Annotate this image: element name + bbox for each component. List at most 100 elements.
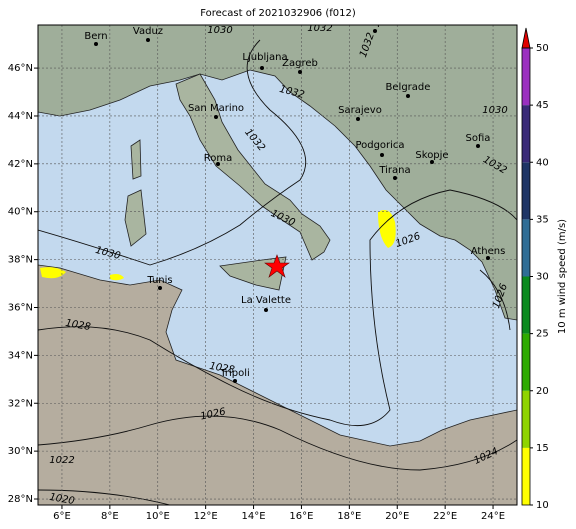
isobar-label: 1030	[207, 25, 232, 36]
y-tick-label: 36°N	[8, 302, 33, 313]
city-label: Belgrade	[386, 82, 431, 93]
colorbar-tick-label: 40	[536, 157, 549, 168]
city-dot	[158, 286, 162, 290]
colorbar-segment	[522, 48, 530, 106]
y-tick-label: 42°N	[8, 159, 33, 170]
y-tick-label: 44°N	[8, 111, 33, 122]
city-dot	[406, 94, 410, 98]
colorbar-tick-label: 25	[536, 329, 549, 340]
colorbar-segment	[522, 447, 530, 505]
colorbar-tick-label: 10	[536, 500, 549, 511]
city-dot	[356, 117, 360, 121]
x-tick-label: 18°E	[337, 511, 361, 522]
city-label: Sarajevo	[338, 105, 382, 116]
isobar-label: 1028	[208, 361, 235, 376]
city-label: Ljubljana	[242, 52, 287, 63]
wind-patch	[40, 267, 66, 279]
city-dot	[476, 144, 480, 148]
x-tick-label: 12°E	[194, 511, 218, 522]
city-label: Roma	[204, 153, 233, 164]
wind-patch	[110, 274, 124, 281]
city-label: Tripoli	[219, 368, 250, 379]
city-dot	[373, 29, 377, 33]
map-frame	[37, 24, 518, 506]
city-dot	[233, 379, 237, 383]
city-label: Podgorica	[355, 140, 404, 151]
colorbar-segment	[522, 219, 530, 277]
event-star	[264, 254, 290, 278]
x-tick-label: 22°E	[433, 511, 457, 522]
x-tick-label: 20°E	[385, 511, 409, 522]
colorbar-extend	[521, 27, 531, 49]
colorbar-tick-label: 20	[536, 386, 549, 397]
isobar	[38, 189, 517, 427]
city-dot	[298, 70, 302, 74]
isobar-label: 1022	[49, 455, 74, 466]
isobar-label: 1020	[48, 492, 75, 507]
colorbar-tick-label: 45	[536, 100, 549, 111]
city-dot	[216, 162, 220, 166]
city-dot	[146, 38, 150, 42]
city-label: Budapest	[351, 17, 398, 28]
city-dot	[486, 256, 490, 260]
city-label: Athens	[471, 246, 506, 257]
colorbar-segment	[522, 333, 530, 391]
colorbar-label: 10 m wind speed (m/s)	[557, 219, 568, 334]
city-label: Skopje	[415, 150, 448, 161]
city-dot	[94, 42, 98, 46]
isobar-label: 1028	[64, 318, 91, 333]
isobar-label: 1032	[307, 23, 332, 34]
y-tick-label: 28°N	[8, 494, 33, 505]
y-tick-label: 30°N	[8, 446, 33, 457]
city-label: San Marino	[188, 103, 244, 114]
city-dot	[264, 308, 268, 312]
colorbar-tick-label: 30	[536, 272, 549, 283]
isobar	[479, 269, 511, 331]
city-dot	[393, 176, 397, 180]
colorbar-tick-label: 35	[536, 214, 549, 225]
city-label: Bern	[84, 31, 107, 42]
isobar	[38, 415, 517, 471]
city-dot	[214, 115, 218, 119]
colorbar-segment	[522, 390, 530, 448]
colorbar-tick-label: 50	[536, 43, 549, 54]
colorbar-tick-label: 15	[536, 443, 549, 454]
sardinia	[124, 189, 147, 247]
isobar	[38, 39, 307, 266]
isobar	[38, 489, 171, 505]
map-area: 1030 103210321032103210301030103010261032…	[38, 17, 517, 507]
y-tick-label: 40°N	[8, 207, 33, 218]
colorbar-segment	[522, 276, 530, 334]
grid	[38, 25, 517, 505]
x-tick-label: 6°E	[53, 511, 71, 522]
y-tick-label: 34°N	[8, 350, 33, 361]
isobar-label: 1026	[200, 406, 227, 422]
city-dot	[260, 66, 264, 70]
colorbar-segment	[522, 162, 530, 220]
x-tick-label: 14°E	[242, 511, 266, 522]
y-tick-label: 46°N	[8, 63, 33, 74]
city-label: Sofia	[466, 133, 491, 144]
city-label: Zagreb	[282, 58, 318, 69]
axes: 6°E 8°E 10°E 12°E 14°E 16°E 18°E 20°E 22°E 24°E 28…	[8, 63, 505, 522]
title: Forecast of 2021032906 (f012)	[200, 8, 356, 19]
y-tick-label: 32°N	[8, 398, 33, 409]
isobar-label: 1030	[482, 105, 507, 116]
city-label: Vaduz	[133, 26, 163, 37]
colorbar-segment	[522, 105, 530, 163]
x-tick-label: 24°E	[481, 511, 505, 522]
x-tick-label: 16°E	[289, 511, 313, 522]
x-tick-label: 10°E	[146, 511, 170, 522]
italy	[175, 73, 331, 261]
city-label: La Valette	[241, 295, 291, 306]
y-tick-label: 38°N	[8, 255, 33, 266]
corsica	[130, 139, 142, 180]
x-tick-label: 8°E	[101, 511, 119, 522]
wind-patch	[378, 209, 396, 248]
city-label: Tirana	[378, 165, 410, 176]
city-label: Tunis	[146, 275, 172, 286]
city-dot	[430, 160, 434, 164]
city-dot	[380, 153, 384, 157]
